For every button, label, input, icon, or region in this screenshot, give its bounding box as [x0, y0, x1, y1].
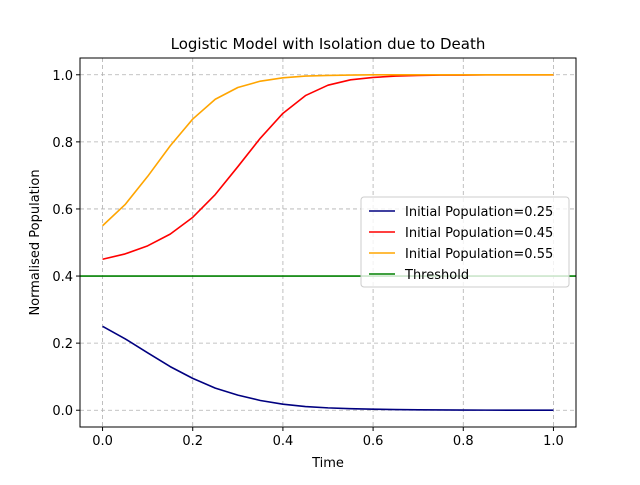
y-tick-label: 0.0 [52, 404, 73, 419]
x-tick-label: 0.0 [92, 434, 113, 449]
x-axis-label: Time [311, 456, 344, 471]
y-axis-label: Normalised Population [28, 169, 43, 315]
tick-layer: 0.0 0.2 0.4 0.6 0.8 1.0 0.0 0.2 0.4 0.6 0.8 1.0 [52, 69, 563, 449]
x-tick-label: 0.8 [453, 434, 474, 449]
legend-entry: Initial Population=0.25 [405, 205, 553, 220]
x-tick-label: 1.0 [543, 434, 564, 449]
series-line-2 [102, 73, 554, 227]
chart-title: Logistic Model with Isolation due to Dea… [171, 35, 486, 53]
legend-box [360, 196, 570, 288]
series-line-0 [102, 325, 554, 411]
legend-entry: Threshold [404, 268, 469, 283]
y-tick-label: 0.2 [52, 337, 73, 352]
y-tick-label: 0.4 [52, 270, 73, 285]
x-tick-label: 0.6 [363, 434, 384, 449]
y-tick-label: 0.8 [52, 136, 73, 151]
y-tick-label: 0.6 [52, 203, 73, 218]
y-tick-label: 1.0 [52, 69, 73, 84]
legend-entry: Initial Population=0.55 [405, 247, 553, 262]
plot-frame [79, 57, 577, 428]
x-tick-label: 0.4 [273, 434, 294, 449]
x-tick-label: 0.2 [182, 434, 203, 449]
legend-entry: Initial Population=0.45 [405, 226, 553, 241]
legend: Initial Population=0.25 Initial Populatio… [360, 196, 570, 288]
